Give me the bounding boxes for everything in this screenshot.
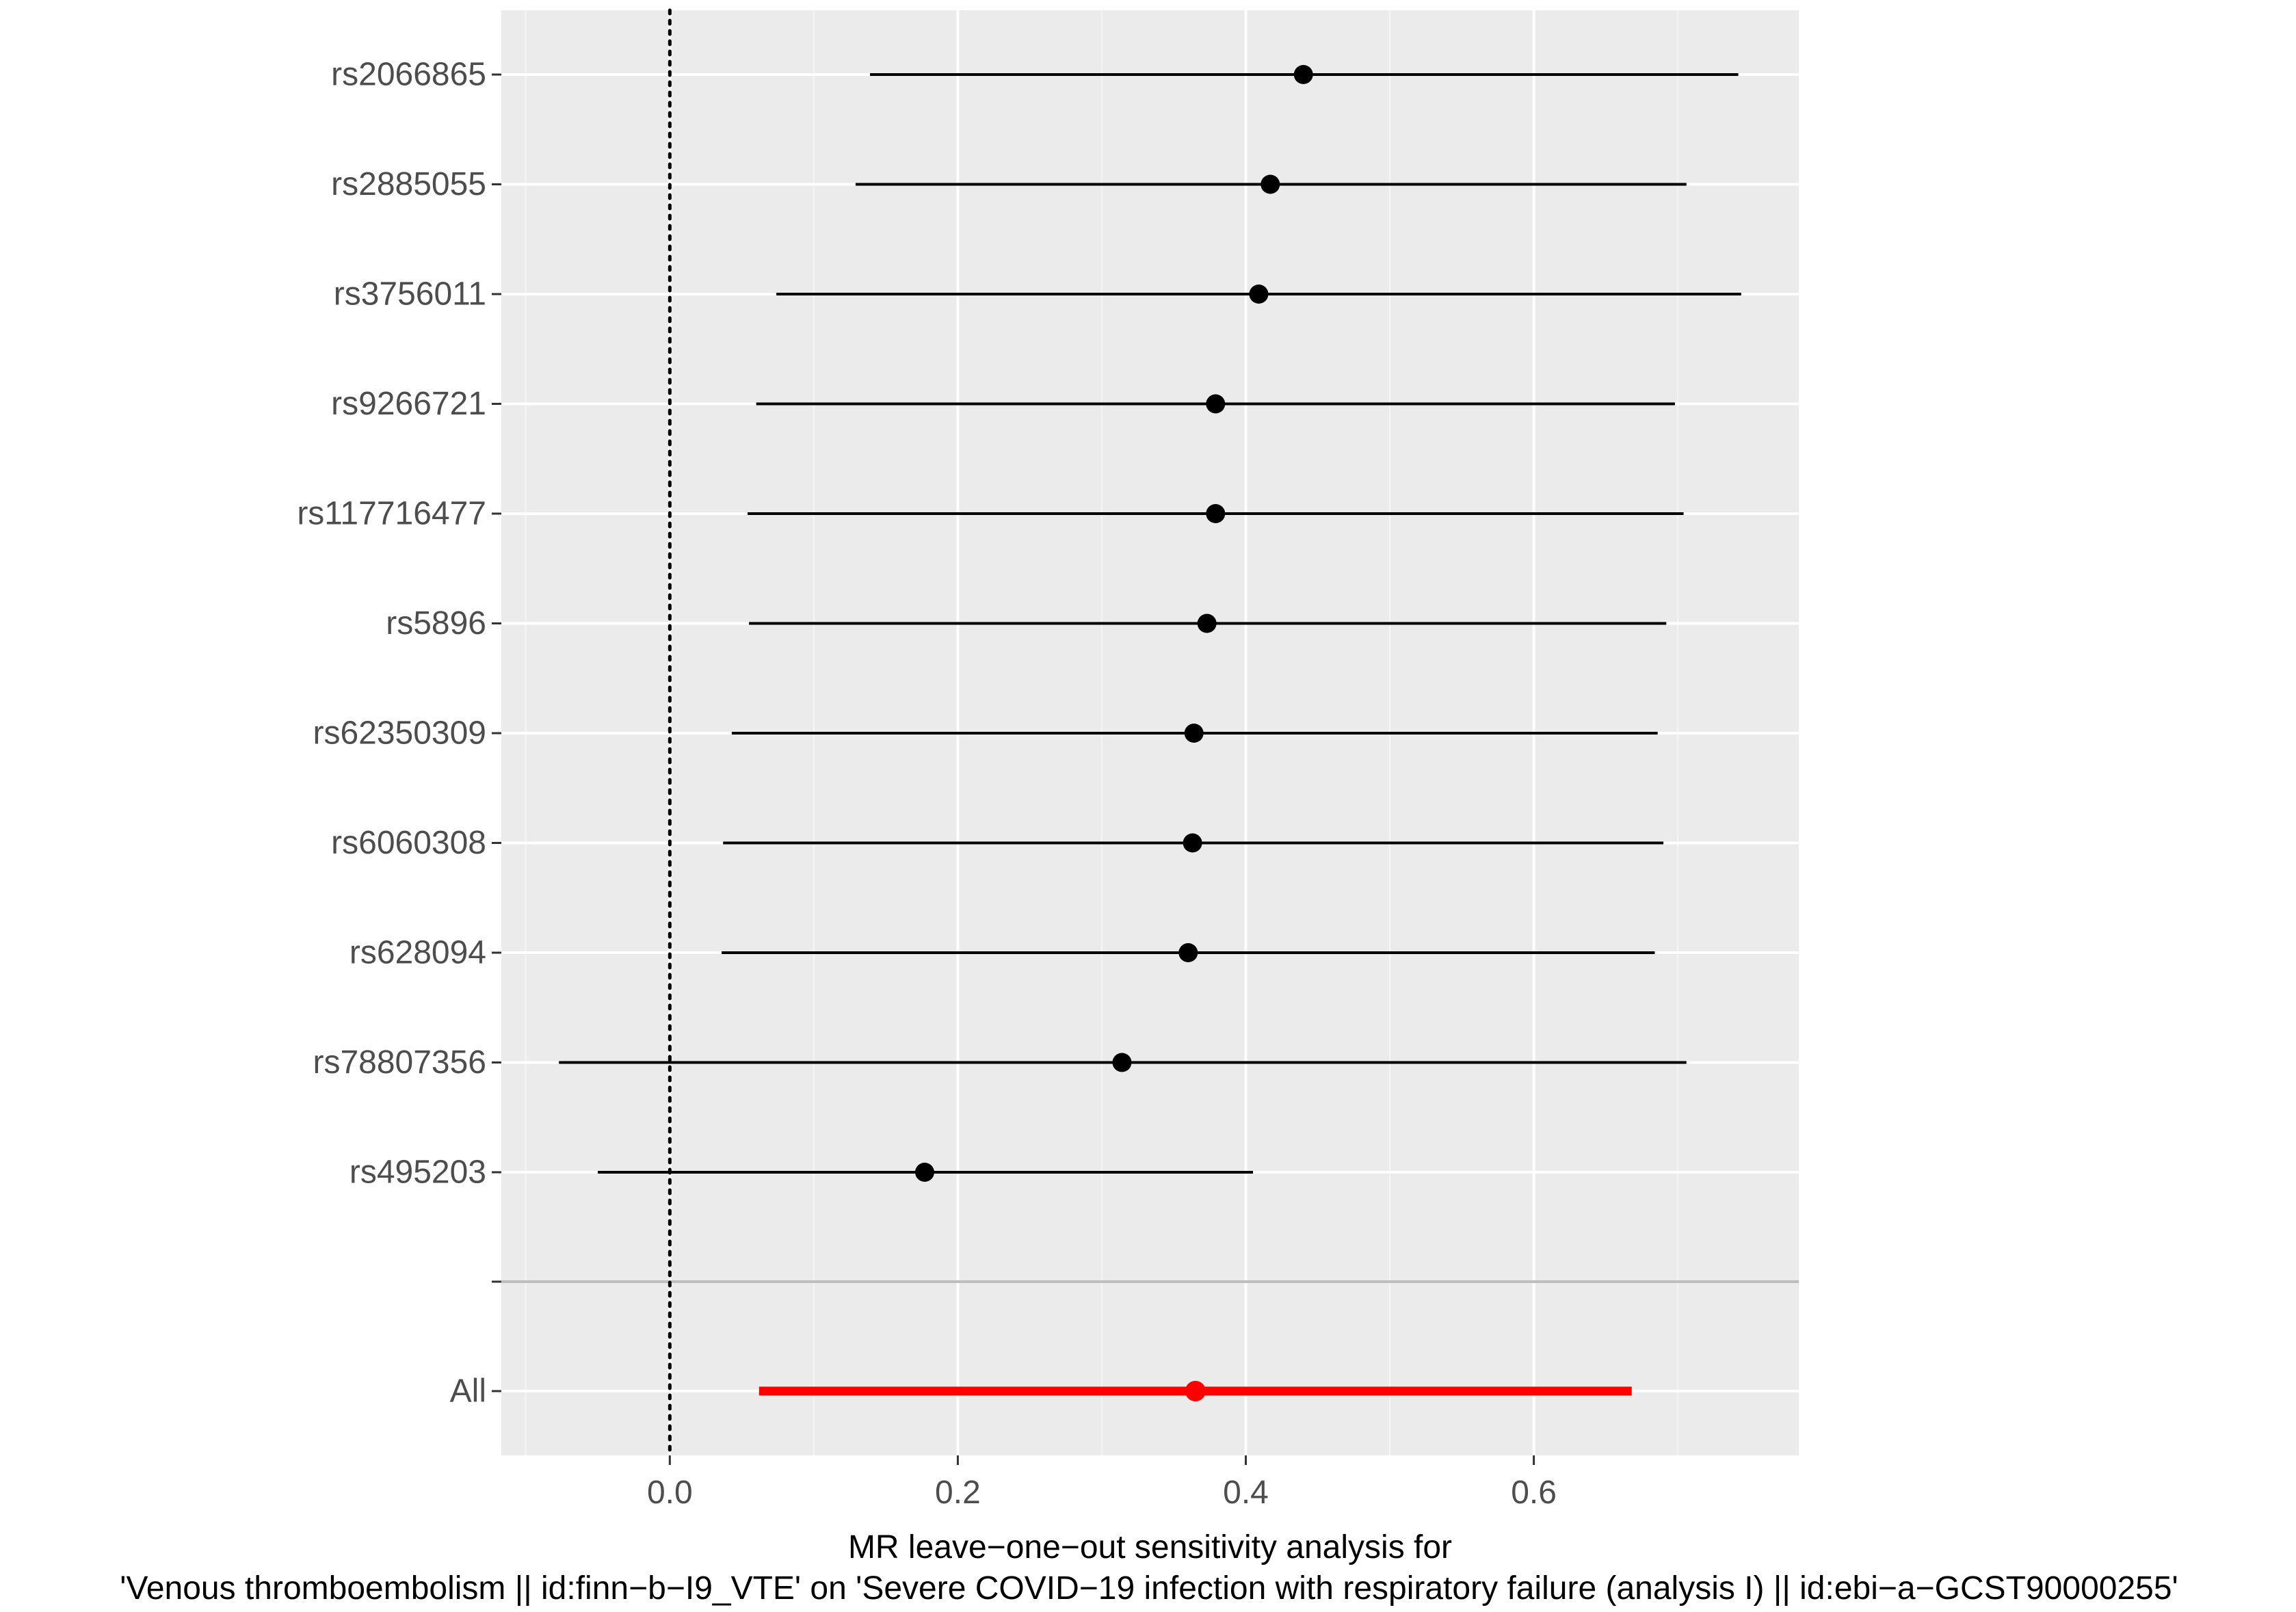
y-tick-label-All: All	[450, 1373, 486, 1410]
y-tick-label-rs495203: rs495203	[349, 1154, 486, 1191]
point-overall	[1185, 1381, 1206, 1401]
x-axis: 0.0 0.2 0.4 0.6	[647, 1455, 1557, 1511]
point-rs2885055	[1261, 174, 1280, 194]
y-tick-label-rs628094: rs628094	[349, 935, 486, 971]
point-rs2066865	[1293, 65, 1313, 84]
y-tick-label-rs6060308: rs6060308	[331, 825, 486, 861]
x-tick-label: 0.4	[1223, 1475, 1269, 1511]
y-tick-label-rs2066865: rs2066865	[331, 57, 486, 93]
point-rs117716477	[1206, 504, 1226, 523]
point-rs495203	[914, 1163, 934, 1182]
y-tick-label-rs78807356: rs78807356	[313, 1044, 486, 1081]
point-rs62350309	[1184, 724, 1204, 743]
x-axis-title-line1: MR leave−one−out sensitivity analysis fo…	[848, 1529, 1452, 1565]
point-rs6060308	[1183, 833, 1202, 853]
y-tick-label-rs3756011: rs3756011	[334, 276, 486, 313]
point-rs9266721	[1206, 394, 1226, 414]
y-tick-label-rs2885055: rs2885055	[331, 166, 486, 202]
point-rs5896	[1197, 613, 1217, 633]
x-axis-title-line2: 'Venous thromboembolism || id:finn−b−I9_…	[120, 1570, 2178, 1607]
point-rs628094	[1178, 943, 1198, 962]
y-tick-label-rs9266721: rs9266721	[331, 386, 486, 422]
x-tick-label: 0.6	[1511, 1475, 1557, 1511]
point-rs3756011	[1249, 285, 1269, 304]
y-tick-label-rs62350309: rs62350309	[313, 715, 486, 752]
y-axis: rs2066865 rs2885055 rs3756011 rs9266721 rs11…	[297, 57, 501, 1410]
y-tick-label-rs117716477: rs117716477	[297, 496, 486, 532]
point-rs78807356	[1112, 1053, 1132, 1072]
x-tick-label: 0.2	[935, 1475, 981, 1511]
chart-marks	[559, 65, 1741, 1401]
x-tick-label: 0.0	[647, 1475, 693, 1511]
y-tick-label-rs5896: rs5896	[386, 605, 486, 642]
